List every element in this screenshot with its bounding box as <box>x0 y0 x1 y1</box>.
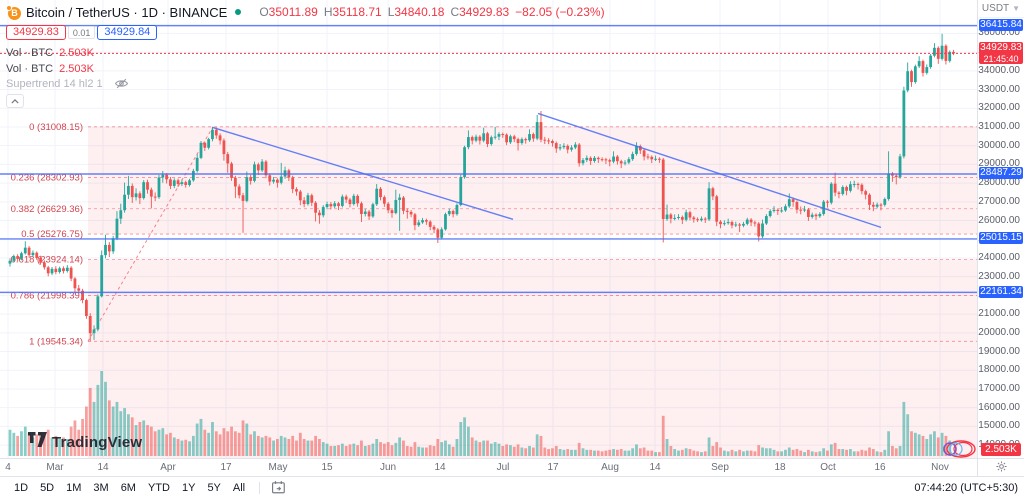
go-to-date-button[interactable] <box>268 480 290 495</box>
price-tick-label: 20000.00 <box>978 326 1020 338</box>
chart-plot-area[interactable]: 0 (31008.15) 0.236 (28302.93) 0.382 (26629… <box>0 0 977 458</box>
ohlc-readout: O35011.89 H35118.71 L34840.18 C34929.83 −82.… <box>259 5 605 19</box>
price-tick-label: 30000.00 <box>978 139 1020 151</box>
price-tick-label: 19000.00 <box>978 345 1020 357</box>
time-tick-label: 14 <box>434 462 446 473</box>
time-tick-label: Jul <box>496 462 510 473</box>
range-button-1m[interactable]: 1M <box>60 480 87 496</box>
horizontal-line-drawings[interactable] <box>0 24 977 294</box>
supertrend-indicator-row[interactable]: Supertrend 14 hl2 1 <box>6 77 605 90</box>
volume-value-badge: 2.503K <box>981 443 1021 456</box>
sell-button[interactable]: 34929.83 <box>6 25 66 40</box>
chevron-down-icon: ▼ <box>1012 4 1021 13</box>
price-line-badge: 22161.34 <box>979 285 1023 298</box>
time-tick-label: Oct <box>820 462 836 473</box>
volume-indicator-row-1[interactable]: Vol · BTC 2.503K <box>6 46 94 59</box>
price-tick-label: 24000.00 <box>978 251 1020 263</box>
bottom-toolbar: 1D 5D 1M 3M 6M YTD 1Y 5Y All 07:44:20 (U… <box>0 476 1024 498</box>
bitcoin-icon: B <box>6 4 21 20</box>
time-tick-label: 17 <box>220 462 232 473</box>
price-tick-label: 15000.00 <box>978 420 1020 432</box>
last-price-badge: 34929.83 21:45:40 <box>979 41 1023 64</box>
fib-retracement-drawing[interactable]: 0 (31008.15) 0.236 (28302.93) 0.382 (26629… <box>11 122 977 348</box>
price-tick-label: 36000.00 <box>978 27 1020 39</box>
price-tick-label: 33000.00 <box>978 83 1020 95</box>
buy-button[interactable]: 34929.84 <box>97 25 158 40</box>
trendline-drawings[interactable] <box>212 112 882 229</box>
fib-level-label: 0.786 (21998.39) <box>11 290 83 301</box>
volume-indicator-row-2[interactable]: Vol · BTC 2.503K <box>6 62 94 75</box>
tradingview-logo-icon <box>28 432 47 452</box>
visibility-off-icon[interactable] <box>114 78 128 89</box>
range-button-3m[interactable]: 3M <box>87 480 114 496</box>
time-tick-label: 15 <box>321 462 333 473</box>
price-axis[interactable]: USDT▼ 36000.0035000.0034000.0033000.0032… <box>977 0 1024 458</box>
spread-label: 0.01 <box>67 26 96 39</box>
price-tick-label: 29000.00 <box>978 158 1020 170</box>
candlestick-series <box>8 33 955 342</box>
price-tick-label: 31000.00 <box>978 120 1020 132</box>
legend-collapse-button[interactable] <box>6 94 24 108</box>
chart-legend: B Bitcoin / TetherUS · 1D · BINANCE O350… <box>6 4 605 108</box>
fib-level-label: 0.382 (26629.36) <box>11 204 83 215</box>
range-button-1y[interactable]: 1Y <box>176 480 201 496</box>
price-tick-label: 18000.00 <box>978 364 1020 376</box>
fib-level-label: 0.5 (25276.75) <box>21 229 83 240</box>
change-value: −82.05 (−0.23%) <box>515 5 605 19</box>
time-tick-label: Apr <box>160 462 176 473</box>
price-tick-label: 34000.00 <box>978 64 1020 76</box>
time-tick-label: Jun <box>379 462 397 473</box>
time-axis[interactable]: 4 Mar 14 Apr 17 May 15 Jun 14 Jul 17 Aug 14 Sep 18 Oct 1… <box>0 458 977 476</box>
time-tick-label: 16 <box>874 462 886 473</box>
time-tick-label: 18 <box>774 462 786 473</box>
range-button-5d[interactable]: 5D <box>34 480 60 496</box>
candlestick-chart: 0 (31008.15) 0.236 (28302.93) 0.382 (26629… <box>0 0 977 458</box>
range-button-5y[interactable]: 5Y <box>201 480 226 496</box>
gear-icon <box>995 459 1007 477</box>
ellipse-annotation[interactable] <box>943 440 976 458</box>
currency-selector[interactable]: USDT ▼ <box>978 3 1024 18</box>
market-status-dot[interactable] <box>235 9 242 15</box>
time-tick-label: 4 <box>5 462 11 473</box>
trade-widget: 34929.83 0.01 34929.84 <box>6 25 605 40</box>
range-button-all[interactable]: All <box>227 480 251 496</box>
price-tick-label: 16000.00 <box>978 401 1020 413</box>
time-tick-label: 14 <box>649 462 661 473</box>
range-button-6m[interactable]: 6M <box>115 480 142 496</box>
toolbar-divider <box>259 481 261 494</box>
price-tick-label: 21000.00 <box>978 308 1020 320</box>
date-range-buttons: 1D 5D 1M 3M 6M YTD 1Y 5Y All <box>0 480 290 496</box>
range-button-ytd[interactable]: YTD <box>142 480 176 496</box>
price-tick-label: 28000.00 <box>978 177 1020 189</box>
price-tick-label: 26000.00 <box>978 214 1020 226</box>
price-tick-label: 32000.00 <box>978 102 1020 114</box>
price-line-badge: 36415.84 <box>979 19 1023 32</box>
time-tick-label: Aug <box>601 462 619 473</box>
time-tick-label: Mar <box>46 462 64 473</box>
time-tick-label: Nov <box>931 462 949 473</box>
price-tick-label: 27000.00 <box>978 195 1020 207</box>
axis-settings-button[interactable] <box>977 458 1024 476</box>
clock-label[interactable]: 07:44:20 (UTC+5:30) <box>914 481 1018 494</box>
price-line-badge: 25015.15 <box>979 232 1023 245</box>
time-tick-label: 17 <box>547 462 559 473</box>
price-tick-label: 23000.00 <box>978 270 1020 282</box>
price-line-badge: 28487.29 <box>979 167 1023 180</box>
fib-level-label: 0 (31008.15) <box>29 122 83 133</box>
tradingview-watermark: TradingView <box>28 432 142 452</box>
price-tick-label: 17000.00 <box>978 382 1020 394</box>
range-button-1d[interactable]: 1D <box>8 480 34 496</box>
time-tick-label: May <box>268 462 288 473</box>
fib-baseline <box>87 126 214 342</box>
fib-level-label: 1 (19545.34) <box>29 336 83 347</box>
time-tick-label: Sep <box>711 462 729 473</box>
fib-level-label: 0.236 (28302.93) <box>11 172 83 183</box>
symbol-title[interactable]: Bitcoin / TetherUS · 1D · BINANCE <box>26 4 228 20</box>
symbol-row: B Bitcoin / TetherUS · 1D · BINANCE O350… <box>6 4 605 20</box>
fib-level-label: 0.618 (23924.14) <box>11 254 83 265</box>
time-tick-label: 14 <box>97 462 109 473</box>
